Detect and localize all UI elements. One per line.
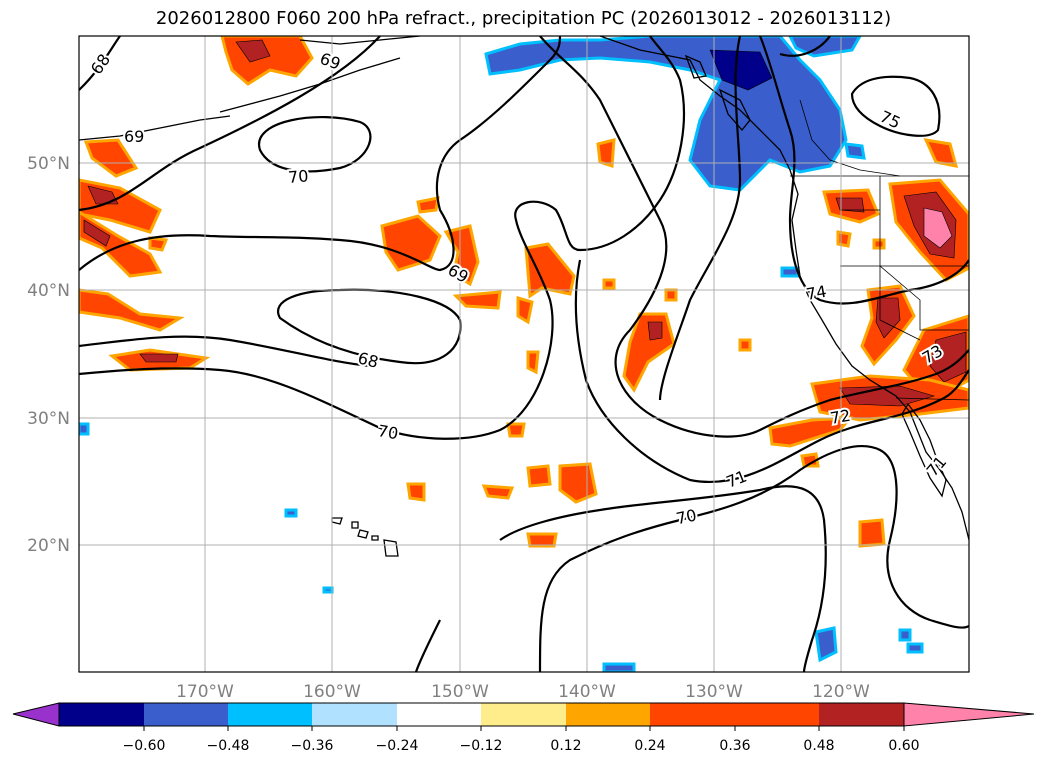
colorbar-tick-label: −0.12 bbox=[460, 738, 503, 754]
colorbar-extend-low bbox=[12, 702, 60, 727]
colorbar-tick-label: 0.36 bbox=[719, 738, 750, 754]
colorbar-tick-label: 0.24 bbox=[634, 738, 665, 754]
lat-label-50n: 50°N bbox=[27, 154, 70, 174]
latitude-labels: 50°N 40°N 30°N 20°N bbox=[27, 154, 70, 556]
map-title: 2026012800 F060 200 hPa refract., precip… bbox=[155, 8, 892, 29]
colorbar-tick-label: 0.48 bbox=[803, 738, 834, 754]
contour-label: 70 bbox=[376, 421, 399, 443]
political-borders bbox=[790, 99, 969, 401]
colorbar-segment bbox=[144, 703, 228, 726]
gridlines bbox=[79, 36, 969, 672]
lon-label-130w: 130°W bbox=[685, 682, 743, 702]
precip-negative-areas bbox=[79, 36, 924, 672]
colorbar-segment bbox=[312, 703, 397, 726]
colorbar-tick-label: −0.60 bbox=[123, 738, 166, 754]
lon-label-140w: 140°W bbox=[558, 682, 616, 702]
longitude-labels: 170°W 160°W 150°W 140°W 130°W 120°W bbox=[176, 682, 870, 702]
lat-label-30n: 30°N bbox=[27, 409, 70, 429]
colorbar-tick-label: −0.48 bbox=[207, 738, 250, 754]
colorbar-segment bbox=[59, 703, 144, 726]
colorbar-tick-label: −0.24 bbox=[376, 738, 419, 754]
colorbar: −0.60 −0.48 −0.36 −0.24 −0.12 0.12 0.24 … bbox=[12, 702, 1035, 754]
colorbar-tick-label: 0.60 bbox=[888, 738, 919, 754]
lon-label-170w: 170°W bbox=[176, 682, 234, 702]
lon-label-160w: 160°W bbox=[303, 682, 361, 702]
lat-label-20n: 20°N bbox=[27, 536, 70, 556]
map-frame bbox=[78, 35, 970, 673]
contour-label: 70 bbox=[287, 166, 309, 187]
colorbar-segment bbox=[650, 703, 735, 726]
lat-label-40n: 40°N bbox=[27, 281, 70, 301]
colorbar-segment bbox=[735, 703, 819, 726]
contour-label: 72 bbox=[829, 406, 852, 428]
colorbar-segment bbox=[566, 703, 650, 726]
lon-label-150w: 150°W bbox=[431, 682, 489, 702]
colorbar-tick-label: 0.12 bbox=[550, 738, 581, 754]
refractivity-contours bbox=[79, 36, 969, 672]
contour-label: 69 bbox=[124, 127, 144, 146]
colorbar-segment bbox=[819, 703, 904, 726]
colorbar-segment bbox=[228, 703, 312, 726]
precip-positive-areas bbox=[79, 36, 969, 548]
colorbar-ticks bbox=[143, 726, 905, 731]
colorbar-segment bbox=[481, 703, 566, 726]
colorbar-segment bbox=[397, 703, 481, 726]
colorbar-extend-high bbox=[903, 702, 1035, 727]
contour-label: 74 bbox=[805, 282, 828, 304]
colorbar-tick-label: −0.36 bbox=[291, 738, 334, 754]
lon-label-120w: 120°W bbox=[812, 682, 870, 702]
